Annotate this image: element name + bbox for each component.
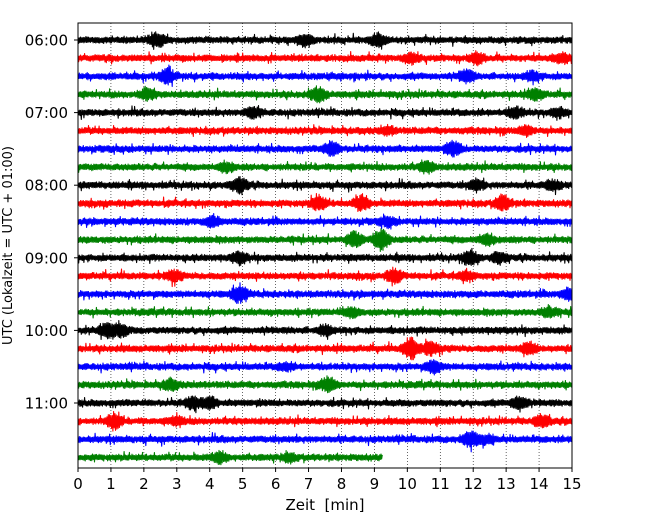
trace-0730 (77, 139, 573, 158)
trace-0815 (77, 193, 573, 213)
x-tick-label-7: 7 (304, 475, 314, 493)
trace-1000 (77, 320, 573, 341)
x-tick-label-2: 2 (139, 475, 149, 493)
y-tick-label-0800: 08:00 (25, 177, 68, 195)
x-tick-label-0: 0 (73, 475, 83, 493)
plot-frame (77, 22, 573, 469)
trace-0945 (77, 303, 573, 320)
trace-1130 (77, 430, 573, 453)
trace-1015 (77, 336, 573, 361)
x-tick-label-10: 10 (398, 475, 417, 493)
trace-0715 (77, 123, 573, 139)
trace-0930 (77, 282, 573, 304)
trace-0600 (77, 31, 573, 50)
seismic-traces (77, 31, 573, 466)
x-tick-label-14: 14 (530, 475, 549, 493)
trace-0900 (77, 247, 573, 267)
trace-0645 (77, 85, 573, 104)
x-tick-label-1: 1 (106, 475, 116, 493)
x-tick-label-15: 15 (562, 475, 581, 493)
trace-0615 (77, 50, 573, 67)
trace-1145 (77, 449, 383, 466)
trace-0630 (77, 64, 573, 88)
trace-0745 (77, 159, 573, 175)
trace-1045 (77, 375, 573, 394)
y-axis-label: UTC (Lokalzeit = UTC + 01:00) (1, 146, 16, 345)
x-tick-label-9: 9 (370, 475, 380, 493)
vertical-gridlines (110, 23, 540, 468)
y-tick-label-1000: 10:00 (25, 322, 68, 340)
x-axis-ticks: 0 1 2 3 4 5 6 7 8 9 10 11 12 13 14 15 (73, 468, 582, 493)
x-tick-label-11: 11 (431, 475, 450, 493)
x-tick-label-6: 6 (271, 475, 281, 493)
x-axis-label: Zeit [min] (285, 496, 364, 514)
x-tick-label-8: 8 (337, 475, 347, 493)
x-tick-label-5: 5 (238, 475, 248, 493)
trace-0915 (77, 266, 573, 288)
trace-0845 (77, 228, 573, 253)
y-tick-label-0900: 09:00 (25, 249, 68, 267)
trace-1100 (77, 395, 573, 414)
x-tick-label-13: 13 (497, 475, 516, 493)
y-tick-label-0600: 06:00 (25, 32, 68, 50)
trace-1030 (77, 359, 573, 376)
y-tick-label-1100: 11:00 (25, 395, 68, 413)
trace-0700 (77, 104, 573, 121)
y-tick-label-0700: 07:00 (25, 104, 68, 122)
x-tick-label-4: 4 (205, 475, 215, 493)
y-axis-ticks: 06:00 07:00 08:00 09:00 10:00 11:00 (25, 32, 78, 413)
trace-0800 (77, 176, 573, 196)
x-tick-label-3: 3 (172, 475, 182, 493)
trace-0830 (77, 212, 573, 230)
trace-1115 (77, 410, 573, 432)
x-tick-label-12: 12 (464, 475, 483, 493)
